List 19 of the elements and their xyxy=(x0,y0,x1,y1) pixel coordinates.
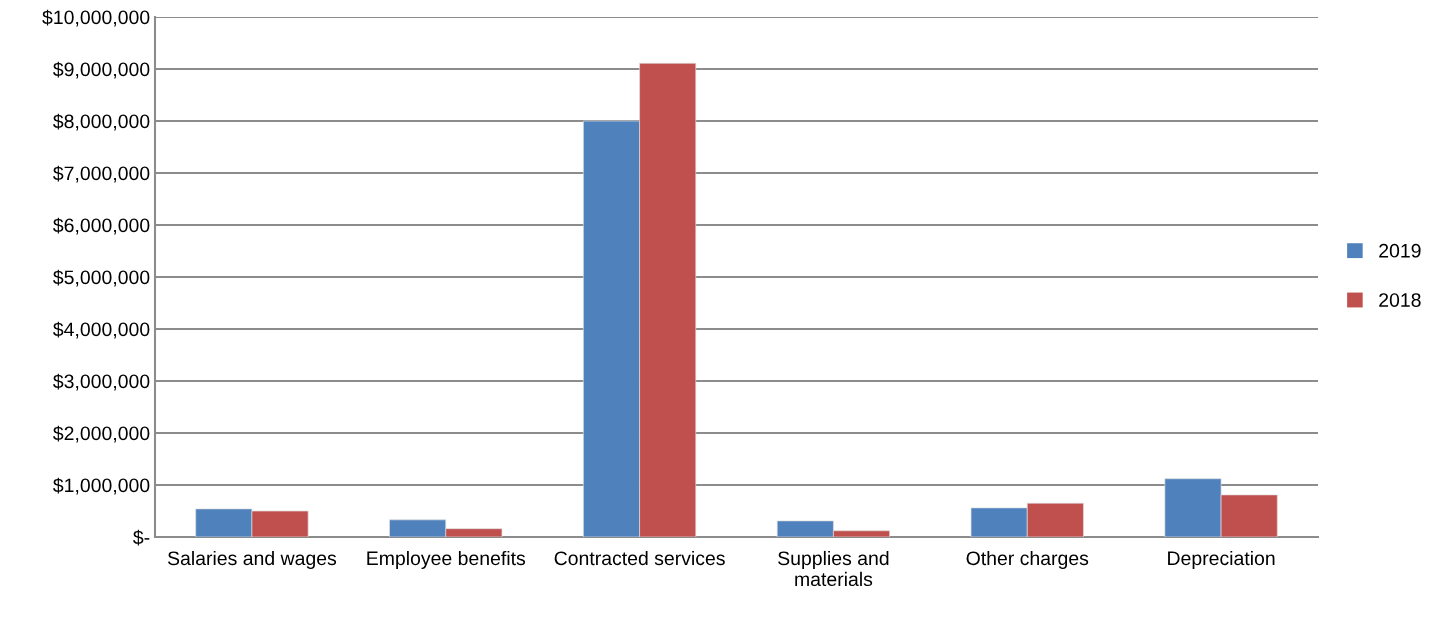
y-tick-label: $3,000,000 xyxy=(53,373,150,391)
y-tick-label: $5,000,000 xyxy=(53,269,150,287)
y-tick-label: $8,000,000 xyxy=(53,113,150,131)
y-tick-label: $9,000,000 xyxy=(53,61,150,79)
y-tick-label: $- xyxy=(133,529,150,546)
x-tick-label: Other charges xyxy=(966,550,1089,570)
y-tick-label: $2,000,000 xyxy=(53,425,150,443)
y-tick-label: $4,000,000 xyxy=(53,321,150,339)
y-tick-label: $6,000,000 xyxy=(53,217,150,235)
legend-label: 2019 xyxy=(1379,243,1421,258)
x-tick-label: Supplies and materials xyxy=(778,550,889,587)
x-tick-label: Depreciation xyxy=(1168,550,1275,570)
x-tick-label: Employee benefits xyxy=(367,550,526,570)
x-tick-label: Salaries and wages xyxy=(167,550,337,570)
x-tick-label: Contracted services xyxy=(554,550,725,566)
legend-label: 2018 xyxy=(1379,293,1421,307)
y-tick-label: $1,000,000 xyxy=(53,477,150,495)
y-tick-label: $10,000,000 xyxy=(42,9,150,27)
y-tick-label: $7,000,000 xyxy=(53,165,150,183)
